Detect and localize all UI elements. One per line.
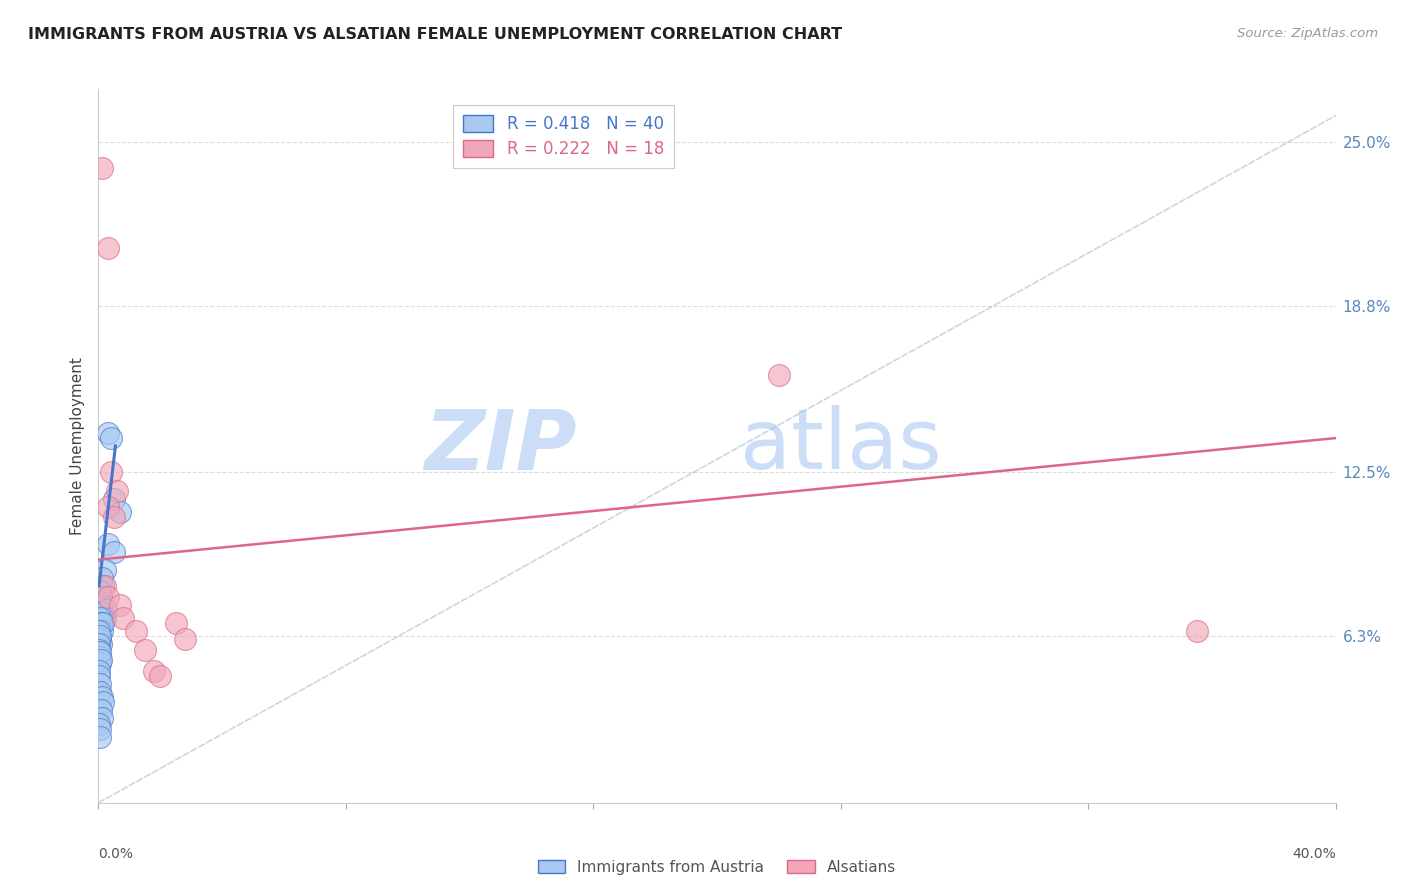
Point — [91, 616, 114, 631]
Point — [89, 656, 111, 670]
Text: Source: ZipAtlas.com: Source: ZipAtlas.com — [1237, 27, 1378, 40]
Point — [90, 590, 112, 604]
Point — [768, 368, 790, 382]
Point — [108, 598, 131, 612]
Point — [87, 664, 110, 678]
Point — [97, 537, 120, 551]
Text: IMMIGRANTS FROM AUSTRIA VS ALSATIAN FEMALE UNEMPLOYMENT CORRELATION CHART: IMMIGRANTS FROM AUSTRIA VS ALSATIAN FEMA… — [28, 27, 842, 42]
Point — [89, 685, 111, 699]
Point — [89, 650, 111, 665]
Point — [149, 669, 172, 683]
Point — [91, 606, 114, 620]
Point — [134, 642, 156, 657]
Point — [91, 695, 114, 709]
Point — [89, 722, 111, 736]
Point — [97, 241, 120, 255]
Point — [89, 730, 111, 744]
Point — [96, 603, 118, 617]
Point — [174, 632, 197, 646]
Point — [1185, 624, 1208, 638]
Point — [90, 690, 112, 704]
Point — [90, 616, 112, 631]
Point — [103, 491, 125, 506]
Point — [90, 653, 112, 667]
Point — [93, 563, 115, 577]
Point — [89, 632, 111, 646]
Point — [97, 425, 120, 440]
Point — [89, 669, 111, 683]
Point — [90, 598, 112, 612]
Text: ZIP: ZIP — [425, 406, 576, 486]
Point — [103, 545, 125, 559]
Point — [91, 579, 114, 593]
Point — [112, 611, 135, 625]
Point — [124, 624, 146, 638]
Point — [100, 466, 122, 480]
Point — [89, 624, 111, 638]
Point — [91, 711, 114, 725]
Point — [89, 584, 111, 599]
Point — [89, 629, 111, 643]
Point — [105, 483, 128, 498]
Y-axis label: Female Unemployment: Female Unemployment — [70, 357, 86, 535]
Point — [89, 677, 111, 691]
Point — [89, 642, 111, 657]
Point — [93, 579, 115, 593]
Text: atlas: atlas — [740, 406, 942, 486]
Point — [100, 431, 122, 445]
Text: 0.0%: 0.0% — [98, 847, 134, 862]
Legend: R = 0.418   N = 40, R = 0.222   N = 18: R = 0.418 N = 40, R = 0.222 N = 18 — [453, 104, 673, 168]
Point — [87, 716, 110, 731]
Point — [90, 624, 112, 638]
Point — [165, 616, 187, 631]
Point — [89, 645, 111, 659]
Point — [90, 703, 112, 717]
Point — [93, 611, 115, 625]
Point — [90, 571, 112, 585]
Point — [97, 500, 120, 514]
Point — [87, 637, 110, 651]
Point — [90, 637, 112, 651]
Point — [89, 611, 111, 625]
Point — [103, 510, 125, 524]
Point — [108, 505, 131, 519]
Point — [97, 590, 120, 604]
Point — [90, 161, 112, 176]
Point — [143, 664, 166, 678]
Text: 40.0%: 40.0% — [1292, 847, 1336, 862]
